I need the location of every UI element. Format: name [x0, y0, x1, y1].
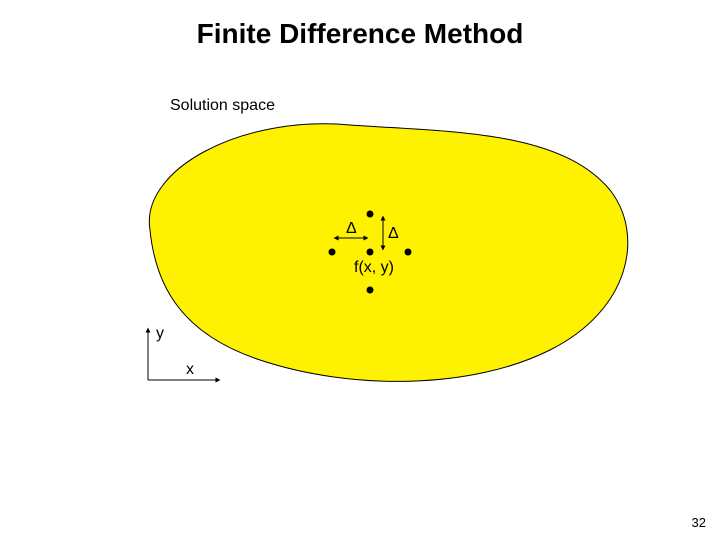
- delta-label-vertical: Δ: [388, 225, 399, 242]
- fdm-diagram: Solution space Δ Δ f(x, y) y x: [90, 80, 650, 430]
- stencil-dot-bottom: [367, 287, 374, 294]
- solution-space-blob: [149, 124, 627, 382]
- fxy-label: f(x, y): [354, 259, 394, 276]
- y-axis-label: y: [156, 325, 164, 342]
- solution-space-label: Solution space: [170, 97, 275, 114]
- x-axis-label: x: [186, 361, 194, 378]
- stencil-dot-left: [329, 249, 336, 256]
- page-number: 32: [692, 515, 706, 530]
- stencil-dot-center: [367, 249, 374, 256]
- stencil-dot-right: [405, 249, 412, 256]
- delta-label-horizontal: Δ: [346, 220, 357, 237]
- stencil-dot-top: [367, 211, 374, 218]
- page-title: Finite Difference Method: [0, 18, 720, 50]
